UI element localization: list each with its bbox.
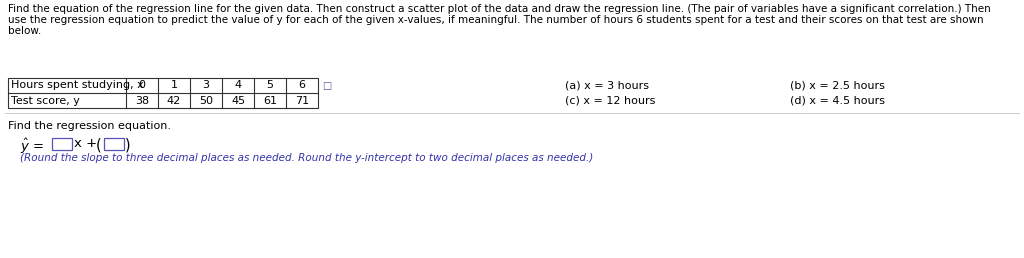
Text: (Round the slope to three decimal places as needed. Round the y-intercept to two: (Round the slope to three decimal places… <box>20 153 593 163</box>
Bar <box>52 138 72 150</box>
Text: (: ( <box>96 137 101 152</box>
Bar <box>104 138 124 150</box>
Text: 42: 42 <box>167 95 181 106</box>
Text: ): ) <box>125 137 131 152</box>
Text: 61: 61 <box>263 95 278 106</box>
Text: (a) x = 3 hours: (a) x = 3 hours <box>565 80 649 91</box>
Bar <box>8 78 318 108</box>
Text: 50: 50 <box>199 95 213 106</box>
Text: 71: 71 <box>295 95 309 106</box>
Text: □: □ <box>322 80 331 91</box>
Text: Test score, y: Test score, y <box>11 95 80 106</box>
Text: $\hat{y}$ =: $\hat{y}$ = <box>20 137 44 156</box>
Text: (d) x = 4.5 hours: (d) x = 4.5 hours <box>790 95 885 106</box>
Text: 38: 38 <box>135 95 150 106</box>
Text: Find the regression equation.: Find the regression equation. <box>8 121 171 131</box>
Text: (c) x = 12 hours: (c) x = 12 hours <box>565 95 655 106</box>
Text: 4: 4 <box>234 80 242 91</box>
Text: (b) x = 2.5 hours: (b) x = 2.5 hours <box>790 80 885 91</box>
Text: 0: 0 <box>138 80 145 91</box>
Text: 5: 5 <box>266 80 273 91</box>
Text: 3: 3 <box>203 80 210 91</box>
Text: 45: 45 <box>231 95 245 106</box>
Text: 6: 6 <box>299 80 305 91</box>
Text: Find the equation of the regression line for the given data. Then construct a sc: Find the equation of the regression line… <box>8 4 991 14</box>
Text: below.: below. <box>8 26 41 36</box>
Text: x +: x + <box>74 137 97 150</box>
Text: use the regression equation to predict the value of y for each of the given x-va: use the regression equation to predict t… <box>8 15 984 25</box>
Text: Hours spent studying, x: Hours spent studying, x <box>11 80 143 91</box>
Text: 1: 1 <box>171 80 177 91</box>
